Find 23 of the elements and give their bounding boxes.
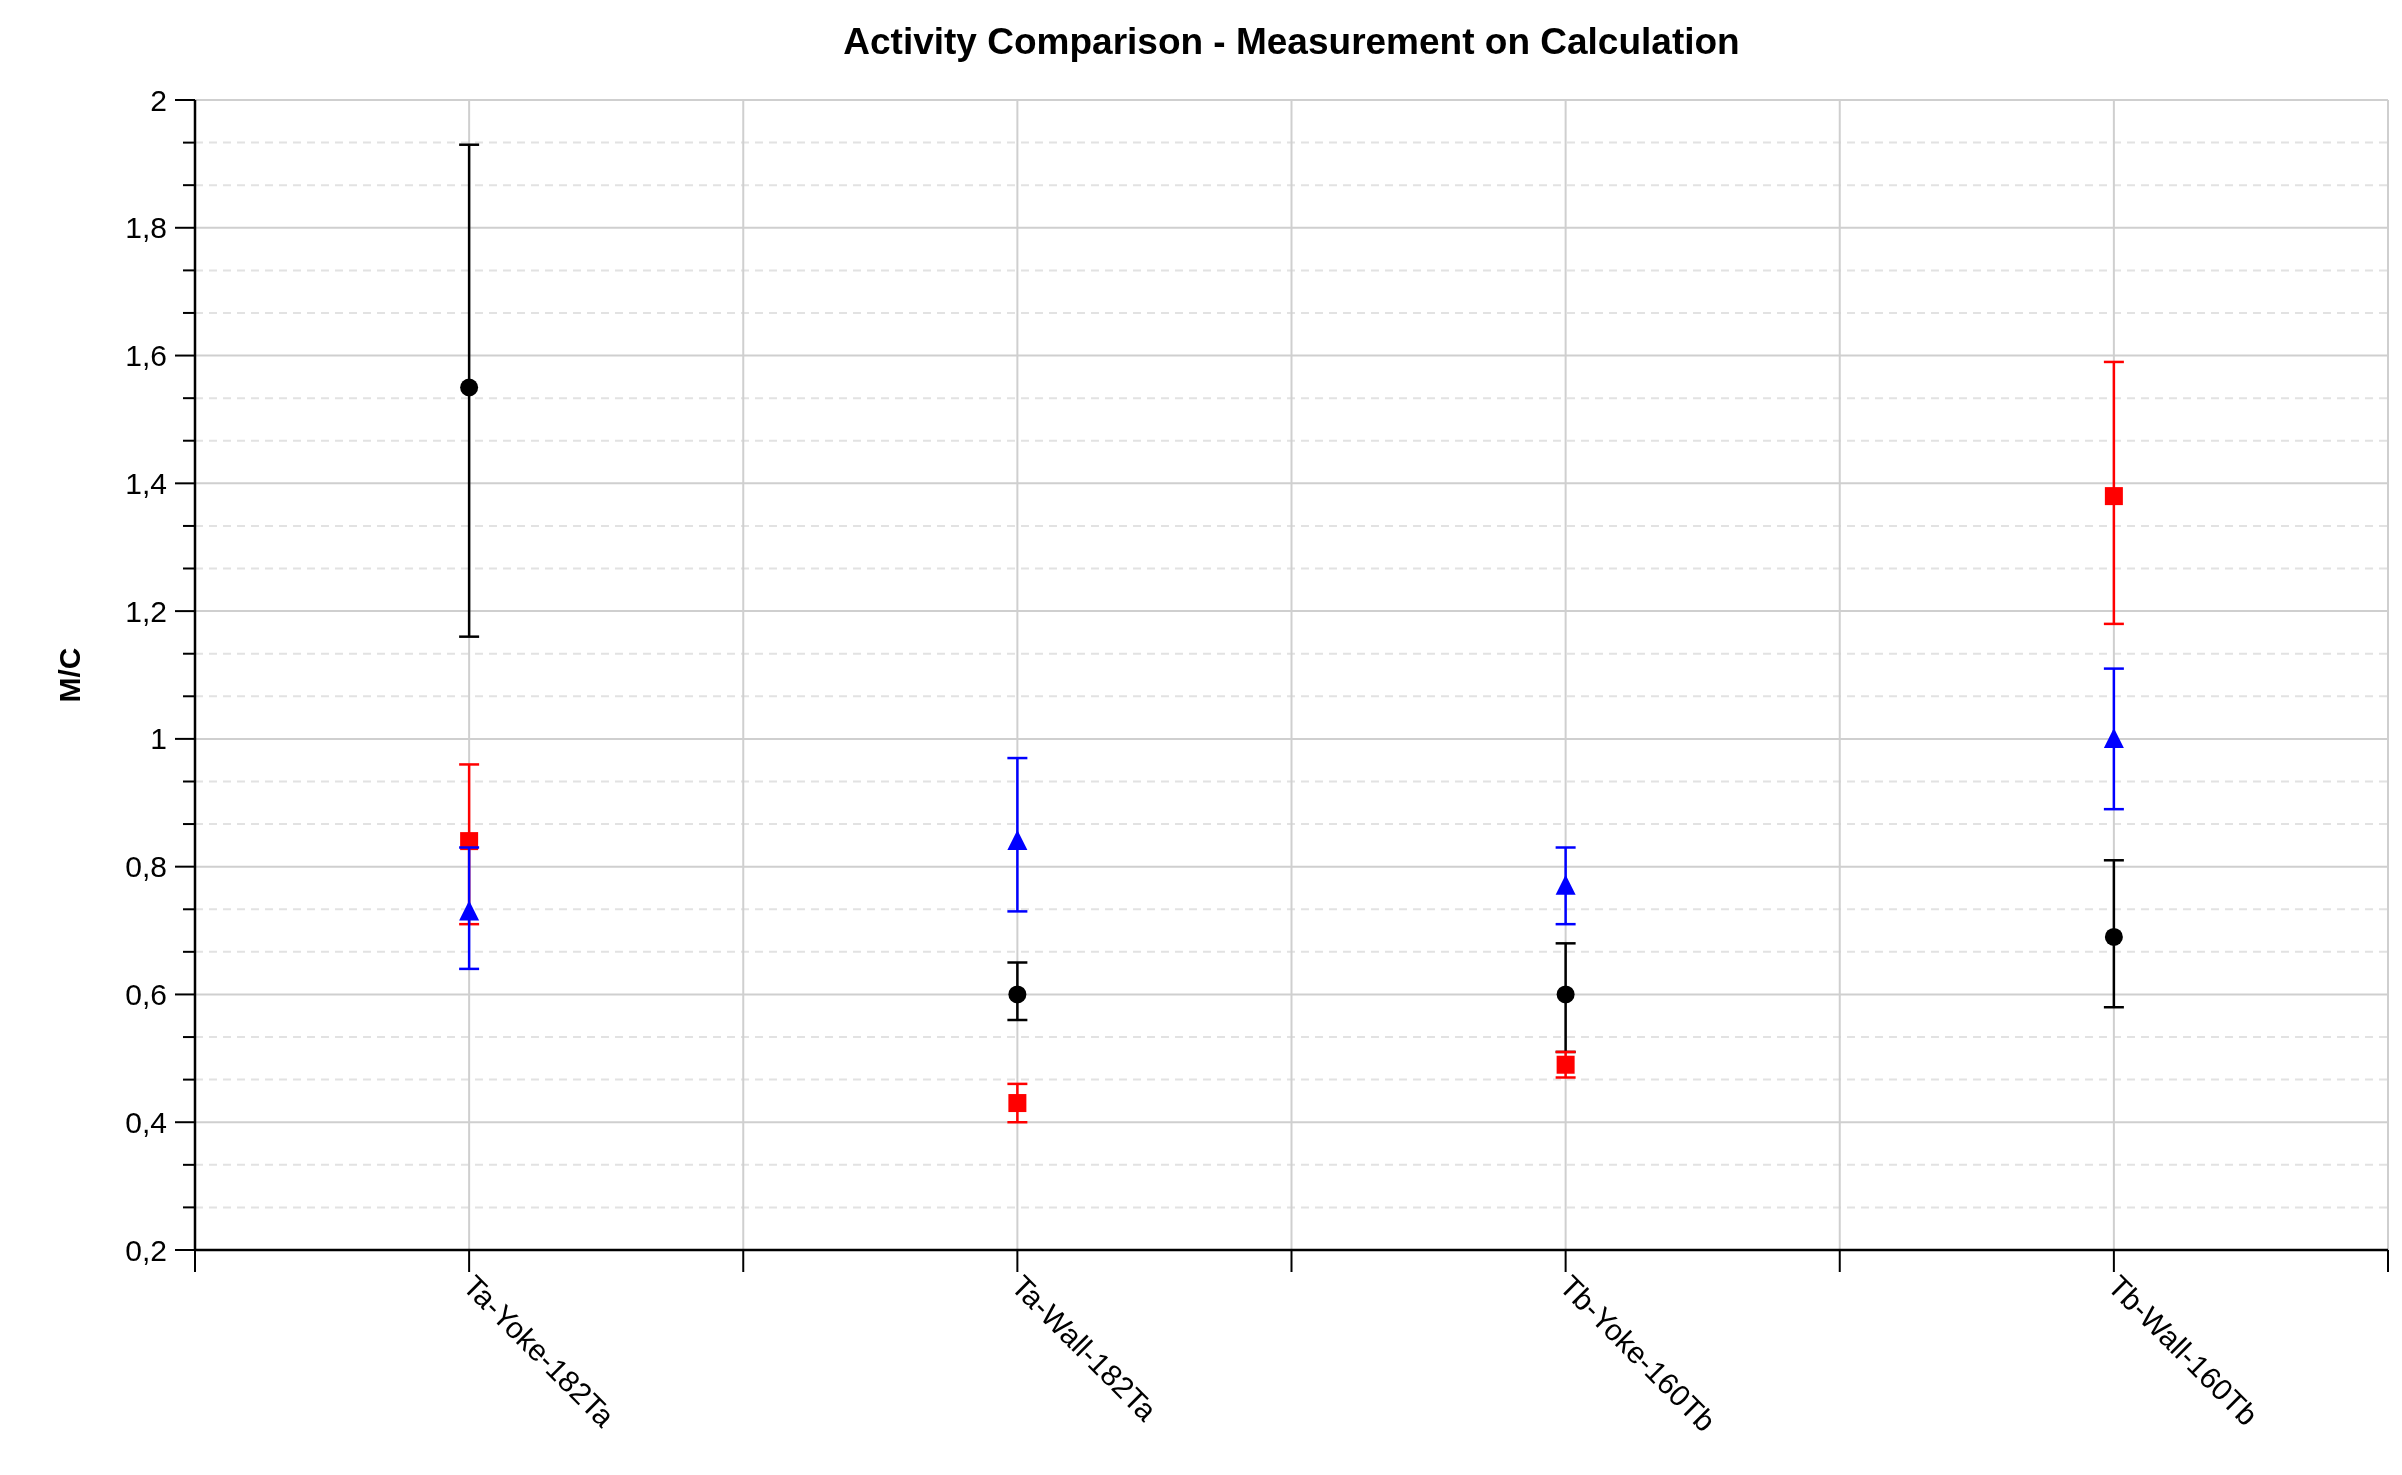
point [2103, 727, 2124, 748]
y-tick-label: 0,6 [125, 977, 167, 1011]
y-axis-title: M/C [53, 647, 86, 703]
point [460, 378, 479, 397]
y-tick-label: 1,8 [125, 211, 167, 245]
y-tick-label: 1,2 [125, 594, 167, 628]
y-tick-label: 0,2 [125, 1233, 167, 1267]
y-tick-label: 1,4 [125, 466, 167, 500]
y-tick-label: 0,8 [125, 850, 167, 884]
y-tick-label: 2 [150, 83, 167, 117]
point [1008, 985, 1027, 1004]
point [2104, 927, 2123, 946]
chart-title: Activity Comparison - Measurement on Calculation [843, 21, 1740, 62]
point [1555, 874, 1576, 895]
point [1008, 1094, 1027, 1113]
y-tick-label: 0,4 [125, 1105, 167, 1139]
point [2104, 487, 2123, 506]
y-tick-label: 1,6 [125, 339, 167, 373]
point [1556, 1055, 1575, 1074]
point [1007, 830, 1028, 851]
y-tick-label: 1 [150, 722, 167, 756]
point [459, 900, 480, 921]
point [1556, 985, 1575, 1004]
